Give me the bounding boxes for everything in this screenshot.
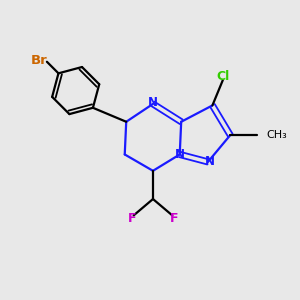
Text: CH₃: CH₃ [266, 130, 287, 140]
Text: N: N [204, 155, 214, 168]
Text: N: N [175, 148, 185, 161]
Text: Cl: Cl [216, 70, 230, 83]
Text: Br: Br [31, 54, 48, 67]
Text: F: F [128, 212, 136, 225]
Text: F: F [169, 212, 178, 225]
Text: N: N [148, 96, 158, 109]
